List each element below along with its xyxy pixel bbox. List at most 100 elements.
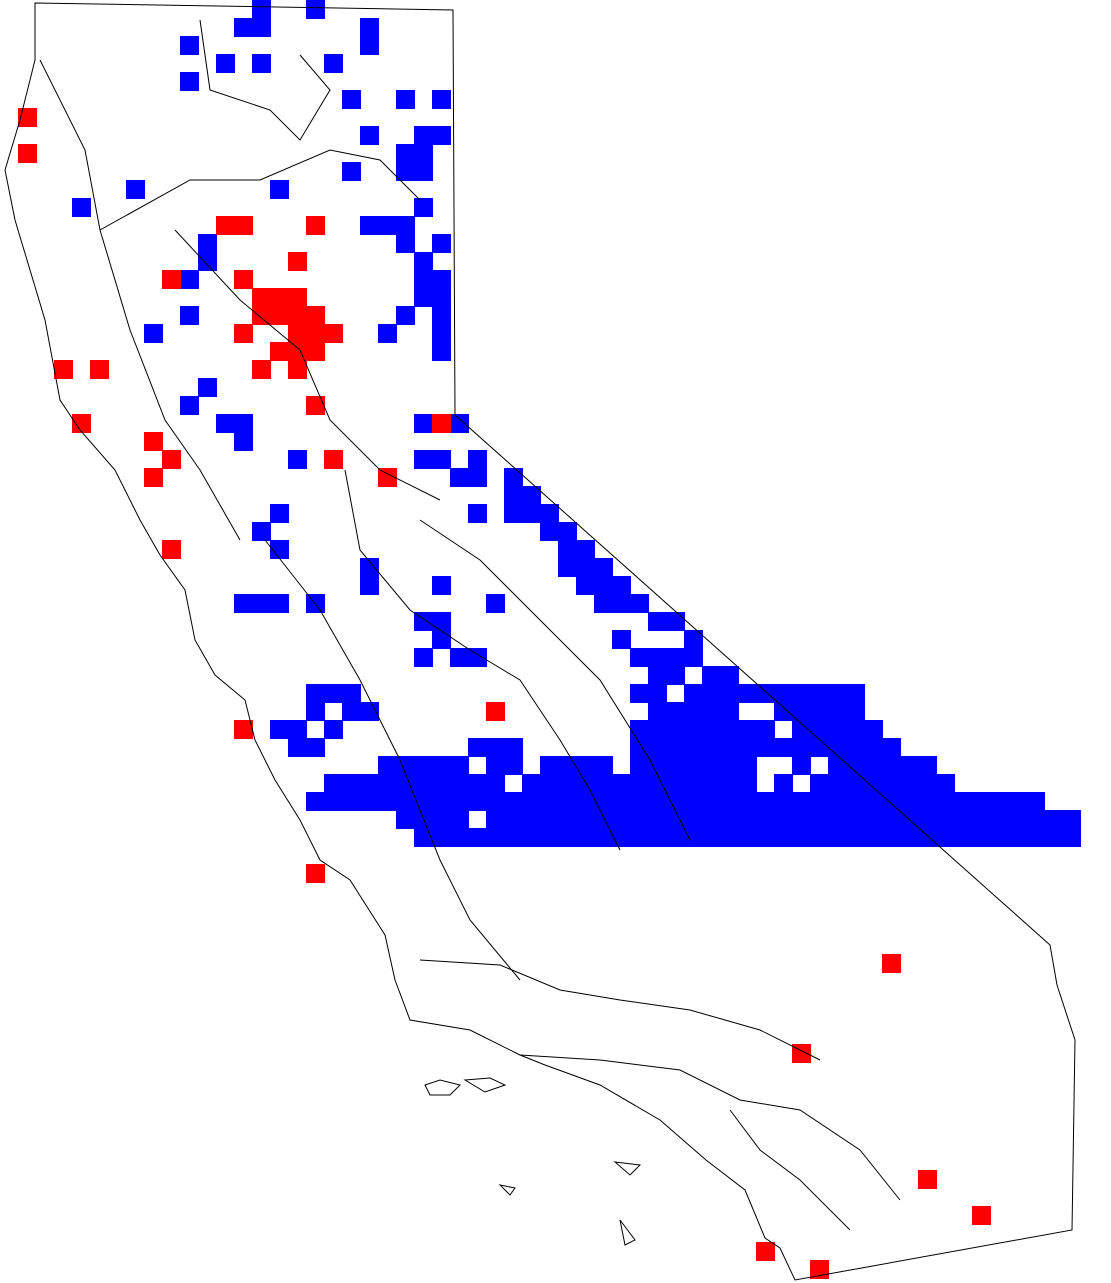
occurrence-cell (468, 828, 487, 847)
occurrence-cell (756, 684, 775, 703)
occurrence-cell (936, 792, 955, 811)
map-outline-layer (4, 2, 1076, 1281)
occurrence-cell (648, 756, 667, 775)
occurrence-cell (486, 594, 505, 613)
occurrence-cell (540, 828, 559, 847)
occurrence-cell (450, 648, 469, 667)
occurrence-cell (576, 774, 595, 793)
occurrence-cell (432, 576, 451, 595)
occurrence-cell (810, 810, 829, 829)
occurrence-cell (234, 594, 253, 613)
occurrence-cell (792, 756, 811, 775)
occurrence-cell (666, 738, 685, 757)
region-boundary (519, 1054, 901, 1201)
occurrence-cell (504, 810, 523, 829)
occurrence-cell (468, 468, 487, 487)
occurrence-cell (486, 810, 505, 829)
occurrence-cell (342, 90, 361, 109)
occurrence-cell (432, 756, 451, 775)
highlight-cell (234, 324, 253, 343)
occurrence-cell (936, 810, 955, 829)
region-boundary (99, 149, 421, 231)
occurrence-cell (576, 756, 595, 775)
occurrence-cell (414, 252, 433, 271)
occurrence-cell (630, 756, 649, 775)
occurrence-cell (576, 558, 595, 577)
occurrence-cell (1026, 810, 1045, 829)
occurrence-cell (900, 774, 919, 793)
occurrence-cell (702, 792, 721, 811)
occurrence-cell (882, 774, 901, 793)
occurrence-cell (558, 810, 577, 829)
occurrence-cell (342, 162, 361, 181)
occurrence-cell (324, 774, 343, 793)
occurrence-cell (306, 702, 325, 721)
occurrence-cell (990, 810, 1009, 829)
region-boundary (419, 519, 691, 841)
occurrence-cell (810, 738, 829, 757)
occurrence-cell (396, 216, 415, 235)
occurrence-cell (918, 792, 937, 811)
occurrence-cell (846, 702, 865, 721)
occurrence-cell (522, 504, 541, 523)
occurrence-cell (594, 576, 613, 595)
occurrence-cell (936, 828, 955, 847)
occurrence-cell (900, 792, 919, 811)
occurrence-cell (702, 810, 721, 829)
occurrence-cell (558, 756, 577, 775)
highlight-cell (234, 720, 253, 739)
highlight-cell (270, 288, 289, 307)
occurrence-cell (666, 810, 685, 829)
occurrence-cell (486, 738, 505, 757)
region-boundary (39, 59, 241, 541)
occurrence-cell (576, 810, 595, 829)
channel-island (424, 1079, 461, 1096)
occurrence-cell (738, 792, 757, 811)
highlight-cell (306, 306, 325, 325)
highlight-cell (288, 324, 307, 343)
occurrence-cell (666, 828, 685, 847)
highlight-cell (90, 360, 109, 379)
occurrence-cell (756, 792, 775, 811)
occurrence-cell (648, 792, 667, 811)
occurrence-cell (432, 306, 451, 325)
occurrence-cell (432, 324, 451, 343)
occurrence-cell (504, 468, 523, 487)
occurrence-cell (666, 792, 685, 811)
occurrence-cell (342, 792, 361, 811)
occurrence-cell (306, 0, 325, 19)
occurrence-cell (918, 774, 937, 793)
occurrence-cell (774, 792, 793, 811)
occurrence-cell (846, 792, 865, 811)
highlight-cell (252, 360, 271, 379)
highlight-cell (270, 342, 289, 361)
occurrence-cell (342, 684, 361, 703)
highlight-cell (270, 306, 289, 325)
occurrence-cell (630, 792, 649, 811)
occurrence-cell (450, 828, 469, 847)
grid-cells-layer (18, 0, 1081, 1279)
occurrence-cell (612, 792, 631, 811)
occurrence-cell (846, 738, 865, 757)
highlight-cell (72, 414, 91, 433)
occurrence-cell (432, 612, 451, 631)
occurrence-cell (1026, 792, 1045, 811)
occurrence-cell (864, 828, 883, 847)
occurrence-cell (666, 756, 685, 775)
occurrence-cell (738, 684, 757, 703)
occurrence-cell (540, 522, 559, 541)
occurrence-cell (936, 774, 955, 793)
highlight-cell (144, 468, 163, 487)
occurrence-cell (684, 648, 703, 667)
occurrence-cell (882, 792, 901, 811)
occurrence-cell (432, 630, 451, 649)
occurrence-cell (684, 828, 703, 847)
occurrence-cell (720, 738, 739, 757)
occurrence-cell (414, 648, 433, 667)
occurrence-cell (864, 720, 883, 739)
occurrence-cell (738, 720, 757, 739)
occurrence-cell (1026, 828, 1045, 847)
occurrence-cell (1044, 828, 1063, 847)
occurrence-cell (810, 792, 829, 811)
